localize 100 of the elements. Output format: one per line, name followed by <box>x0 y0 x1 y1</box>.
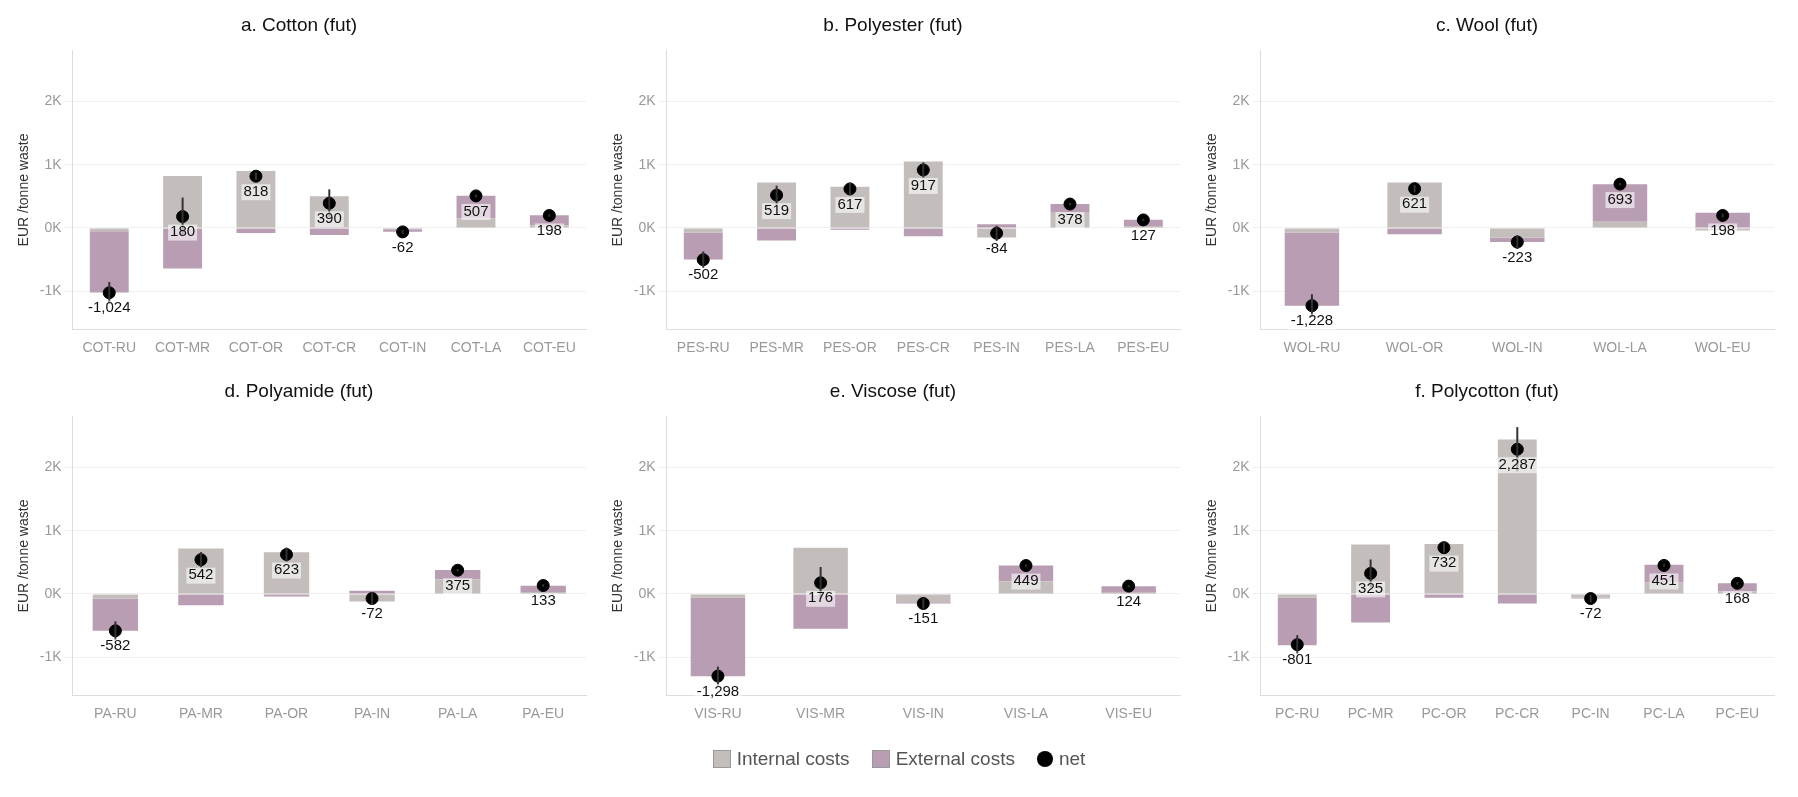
bar <box>89 228 129 232</box>
y-tick-label: -1K <box>39 648 63 665</box>
bar <box>977 224 1017 228</box>
y-axis-title: EUR /tonne waste <box>15 499 32 613</box>
point <box>1730 576 1744 590</box>
bar <box>163 228 203 269</box>
data-label: -1,024 <box>87 298 131 316</box>
point <box>469 189 483 203</box>
data-label: 325 <box>1358 579 1384 597</box>
x-tick-label: PA-IN <box>353 705 391 722</box>
chart-title: a. Cotton (fut) <box>240 13 358 35</box>
x-tick-label: PA-OR <box>264 705 309 722</box>
bar <box>903 161 943 228</box>
data-label: 818 <box>243 181 269 199</box>
y-axis-title: EUR /tonne waste <box>609 499 626 613</box>
x-tick-label: COT-RU <box>82 339 137 356</box>
y-tick-label: -1K <box>1227 282 1251 299</box>
x-tick-label: PES-MR <box>749 339 804 356</box>
bar <box>1424 543 1464 594</box>
x-tick-label: VIS-IN <box>902 705 944 722</box>
bar <box>683 228 723 233</box>
x-tick-label: WOL-OR <box>1385 339 1444 356</box>
x-tick-label: PES-LA <box>1045 339 1096 356</box>
chart-title: d. Polyamide (fut) <box>224 379 374 401</box>
x-tick-label: PC-LA <box>1643 705 1686 722</box>
x-tick-label: COT-LA <box>450 339 502 356</box>
data-label: 375 <box>445 575 471 593</box>
bar <box>236 228 276 234</box>
x-tick-label: VIS-RU <box>694 705 742 722</box>
bar <box>236 171 276 228</box>
y-axis-title: EUR /tonne waste <box>1203 499 1220 613</box>
data-label: -1,298 <box>696 681 740 699</box>
bar <box>456 218 496 228</box>
x-tick-label: COT-MR <box>154 339 211 356</box>
x-tick-label: PA-RU <box>94 705 137 722</box>
x-tick-label: COT-OR <box>228 339 284 356</box>
data-label: 176 <box>808 588 834 606</box>
point <box>1136 213 1150 227</box>
bar <box>1717 591 1757 594</box>
data-label: 198 <box>1710 221 1736 239</box>
y-tick-label: 2K <box>638 458 657 475</box>
point <box>1063 197 1077 211</box>
y-tick-label: 1K <box>44 521 63 538</box>
x-tick-label: PES-CR <box>896 339 950 356</box>
chart-title: e. Viscose (fut) <box>829 379 957 401</box>
data-label: -151 <box>908 609 939 627</box>
x-tick-label: PA-MR <box>178 705 223 722</box>
bar <box>92 594 139 599</box>
legend-label: External costs <box>895 748 1015 770</box>
bar <box>1387 228 1442 235</box>
bar <box>1497 594 1537 604</box>
y-tick-label: 1K <box>638 521 657 538</box>
bar <box>92 598 139 631</box>
x-tick-label: COT-IN <box>378 339 427 356</box>
y-tick-label: 0K <box>1232 584 1251 601</box>
bar <box>178 548 224 594</box>
y-tick-label: 0K <box>1232 218 1251 235</box>
y-axis-title: EUR /tonne waste <box>1203 133 1220 247</box>
data-label: 180 <box>170 222 196 240</box>
bar <box>757 228 797 241</box>
x-tick-label: VIS-EU <box>1105 705 1152 722</box>
y-tick-label: 2K <box>1232 92 1251 109</box>
y-tick-label: -1K <box>1227 648 1251 665</box>
x-tick-label: VIS-MR <box>796 705 846 722</box>
data-label: -801 <box>1282 650 1313 668</box>
data-label: -72 <box>1579 604 1602 622</box>
y-axis-title: EUR /tonne waste <box>15 133 32 247</box>
bar <box>1284 228 1340 233</box>
data-label: 2,287 <box>1498 454 1537 472</box>
data-label: -582 <box>100 636 131 654</box>
bar <box>683 232 723 260</box>
chart-title: c. Wool (fut) <box>1435 13 1539 35</box>
y-tick-label: 1K <box>44 155 63 172</box>
y-tick-label: 1K <box>1232 521 1251 538</box>
data-label: 693 <box>1607 189 1633 207</box>
x-tick-label: COT-EU <box>522 339 576 356</box>
x-tick-label: PES-IN <box>973 339 1020 356</box>
bar <box>178 594 224 606</box>
x-tick-label: WOL-IN <box>1492 339 1543 356</box>
point <box>1122 579 1136 593</box>
point <box>396 225 410 239</box>
y-tick-label: 1K <box>638 155 657 172</box>
bar <box>89 231 129 293</box>
x-tick-label: PES-RU <box>676 339 730 356</box>
x-tick-label: PC-RU <box>1275 705 1320 722</box>
chart-title: b. Polyester (fut) <box>823 13 963 35</box>
data-label: -223 <box>1502 247 1533 265</box>
data-label: 451 <box>1651 571 1677 589</box>
bar <box>1497 439 1537 594</box>
bar <box>1387 182 1442 228</box>
point <box>542 208 556 222</box>
data-label: 623 <box>273 560 300 578</box>
y-tick-label: -1K <box>633 648 657 665</box>
data-label: 198 <box>536 221 562 239</box>
y-axis-title: EUR /tonne waste <box>609 133 626 247</box>
y-tick-label: 0K <box>638 584 657 601</box>
bar <box>1592 184 1648 222</box>
data-label: -84 <box>985 238 1008 256</box>
x-tick-label: VIS-LA <box>1003 705 1049 722</box>
point <box>1657 558 1671 572</box>
